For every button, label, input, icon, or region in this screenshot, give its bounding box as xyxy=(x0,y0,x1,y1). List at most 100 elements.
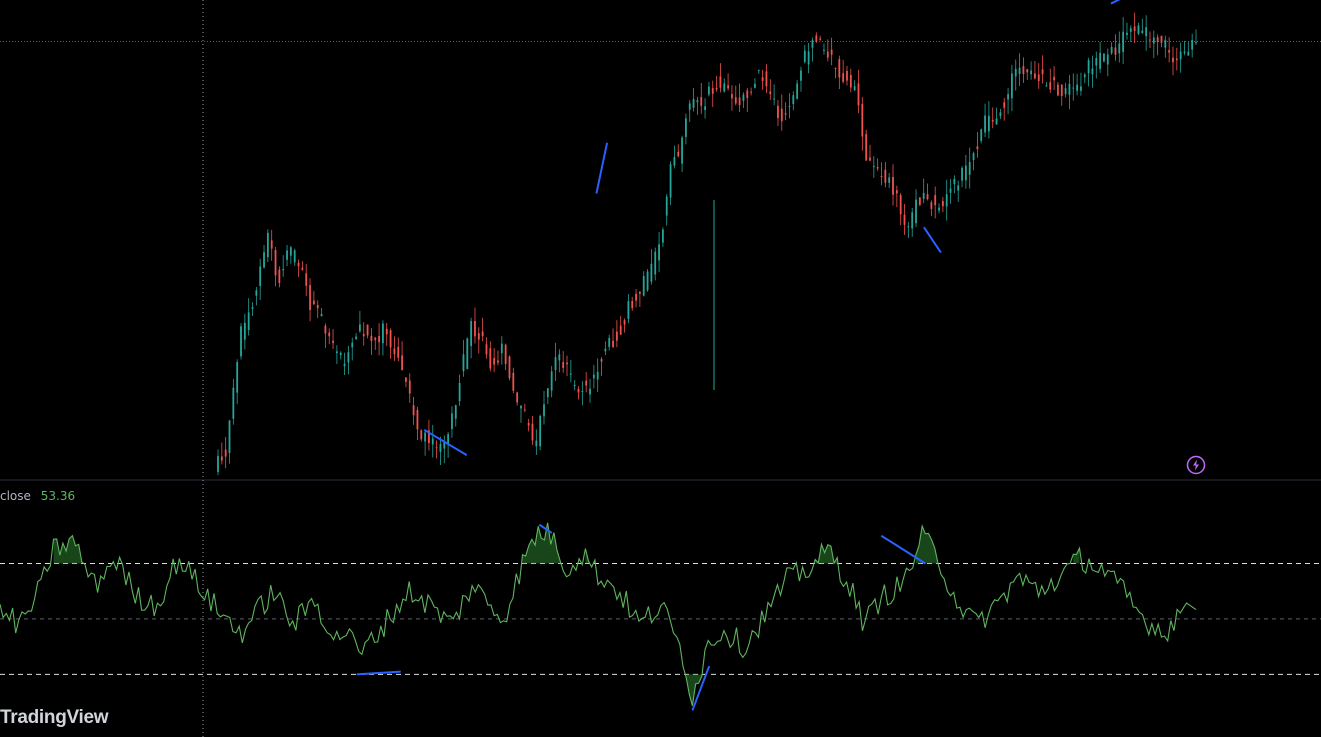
candle-body xyxy=(278,269,281,284)
candle-body xyxy=(688,103,691,110)
candle xyxy=(1041,55,1044,84)
candle xyxy=(738,83,741,113)
candle xyxy=(642,271,645,297)
candle xyxy=(259,258,262,300)
candle xyxy=(366,324,369,339)
candle xyxy=(761,69,764,90)
candle xyxy=(270,229,273,261)
candle xyxy=(688,100,691,122)
candle-body xyxy=(934,195,937,206)
candle xyxy=(305,264,308,297)
candle xyxy=(938,203,940,214)
candle-body xyxy=(1014,68,1017,77)
candle-body xyxy=(849,74,852,88)
candle-body xyxy=(915,199,917,224)
candle xyxy=(1083,72,1086,84)
candle-body xyxy=(508,356,511,379)
candle xyxy=(638,291,641,308)
candle xyxy=(1007,87,1009,115)
candle-body xyxy=(1126,32,1128,35)
candle-body xyxy=(458,382,461,402)
candle-body xyxy=(1064,88,1067,95)
candle-body xyxy=(769,91,772,95)
indicator-legend[interactable]: close 53.36 xyxy=(0,489,75,503)
candle xyxy=(1168,37,1171,63)
candle xyxy=(1195,29,1197,45)
candle-body xyxy=(320,314,323,317)
candle-body xyxy=(600,359,603,362)
candle xyxy=(907,221,910,239)
candle xyxy=(339,351,342,360)
candle xyxy=(746,88,749,113)
candle xyxy=(1160,35,1163,48)
candle xyxy=(846,65,848,86)
candle-body xyxy=(1080,86,1082,91)
candle-body xyxy=(1003,102,1006,108)
candle xyxy=(351,337,354,361)
candle-body xyxy=(658,244,660,261)
candle xyxy=(1080,72,1082,96)
candle xyxy=(1110,42,1113,55)
candle-body xyxy=(362,333,365,337)
candle-body xyxy=(1018,67,1021,74)
candle-body xyxy=(339,352,342,356)
candle xyxy=(382,320,384,356)
candle xyxy=(961,166,963,188)
candle-body xyxy=(727,85,729,89)
indicator-pane[interactable] xyxy=(0,522,1321,711)
candle xyxy=(941,197,944,213)
candle-body xyxy=(431,438,434,445)
candle xyxy=(362,322,365,346)
candle xyxy=(1156,34,1159,56)
candle-body xyxy=(949,188,952,193)
candle xyxy=(240,323,242,360)
lightning-bolt-icon[interactable] xyxy=(1186,455,1206,475)
candle-body xyxy=(408,380,411,394)
candle-body xyxy=(761,77,764,81)
candle xyxy=(807,42,810,74)
candle-body xyxy=(615,331,618,341)
candle-body xyxy=(834,67,837,69)
candle-body xyxy=(888,177,891,183)
candle xyxy=(443,435,446,464)
candle-body xyxy=(669,164,672,198)
candle-body xyxy=(1129,28,1132,32)
candle xyxy=(228,419,231,464)
candle-body xyxy=(309,285,311,310)
candle xyxy=(573,380,576,391)
candle-body xyxy=(558,354,561,361)
tradingview-logo: TradingView xyxy=(0,707,109,728)
candle xyxy=(895,185,898,208)
candle-body xyxy=(274,249,277,276)
candle-body xyxy=(1183,51,1186,53)
candle xyxy=(293,248,296,266)
candle xyxy=(631,296,634,311)
candle xyxy=(531,416,534,445)
candle-body xyxy=(236,361,239,393)
candle xyxy=(539,414,542,451)
candle-body xyxy=(784,113,787,115)
candle xyxy=(1026,69,1029,80)
candle xyxy=(1145,15,1148,51)
candle xyxy=(477,327,480,354)
candle-body xyxy=(324,325,327,334)
candle xyxy=(516,391,519,406)
candle xyxy=(1030,61,1032,80)
candle xyxy=(930,200,933,217)
candle xyxy=(769,79,772,100)
candle-body xyxy=(1195,42,1197,44)
candle-body xyxy=(807,51,810,65)
price-pane[interactable] xyxy=(0,0,1321,476)
candle xyxy=(765,64,768,94)
candle xyxy=(700,83,703,114)
candle-body xyxy=(857,83,860,106)
candle xyxy=(715,75,718,92)
candle xyxy=(309,278,311,322)
candle-body xyxy=(370,335,373,342)
candle-body xyxy=(903,214,906,225)
candle-body xyxy=(892,176,894,195)
candle xyxy=(926,183,929,201)
candle-body xyxy=(1049,82,1052,90)
candle-body xyxy=(297,262,300,267)
